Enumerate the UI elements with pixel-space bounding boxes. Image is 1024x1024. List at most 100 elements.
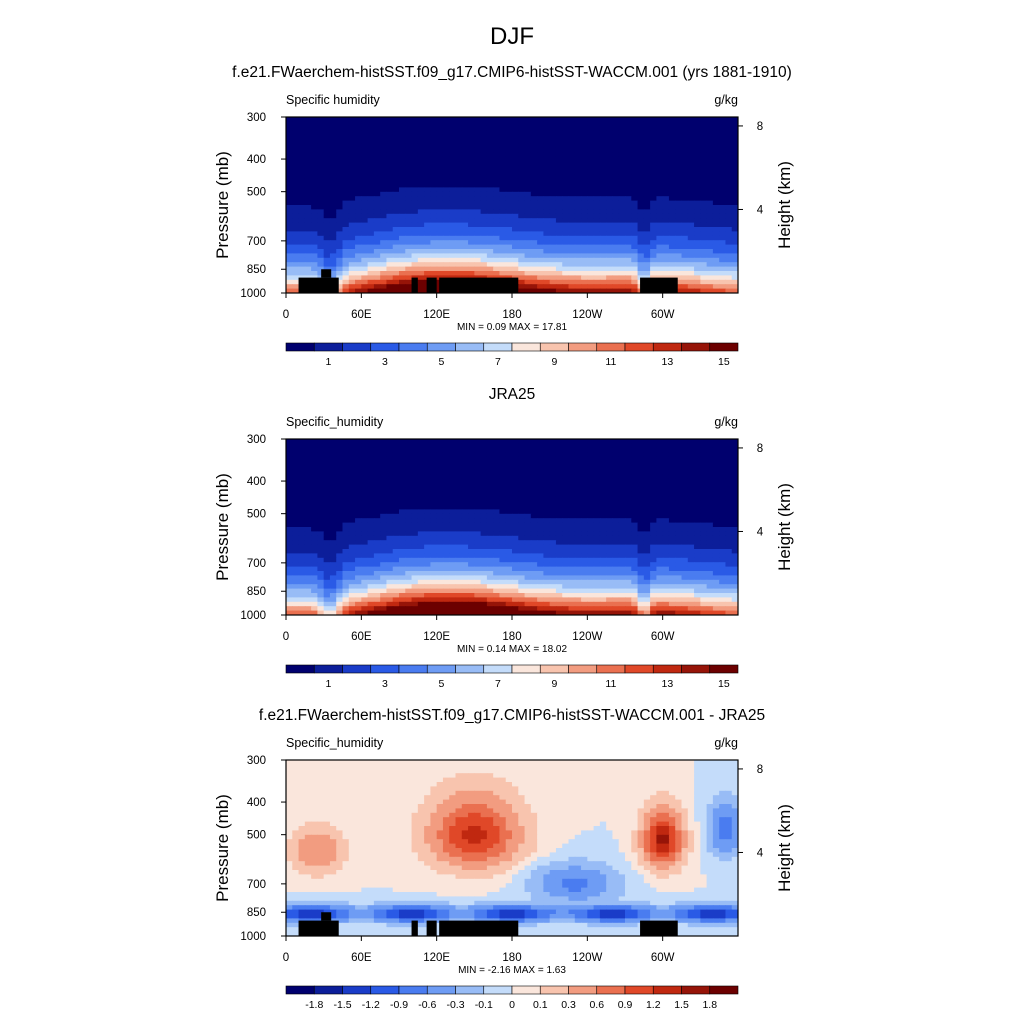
field-cell — [637, 531, 645, 537]
field-cell — [555, 205, 563, 210]
field-cell — [537, 487, 544, 493]
field-cell — [442, 518, 450, 524]
field-cell — [405, 266, 413, 272]
field-cell — [361, 139, 369, 144]
field-cell — [668, 461, 676, 466]
field-cell — [530, 505, 538, 510]
field-cell — [725, 125, 733, 131]
field-cell — [587, 491, 595, 497]
field-cell — [311, 483, 318, 488]
field-cell — [625, 231, 632, 237]
field-cell — [518, 522, 526, 528]
field-cell — [355, 117, 362, 122]
field-cell — [417, 487, 425, 493]
field-cell — [618, 134, 626, 140]
field-cell — [317, 535, 325, 541]
field-cell — [549, 191, 557, 197]
field-cell — [731, 496, 738, 502]
field-cell — [311, 231, 318, 237]
colorbar-swatch — [313, 342, 343, 352]
field-cell — [486, 143, 494, 149]
field-cell — [568, 152, 576, 158]
field-cell — [342, 474, 350, 480]
field-cell — [612, 213, 620, 219]
field-cell — [650, 218, 657, 224]
colorbar-label: 15 — [718, 356, 730, 368]
field-cell — [725, 139, 733, 144]
field-cell — [606, 553, 614, 559]
field-cell — [681, 439, 689, 444]
field-cell — [380, 240, 388, 246]
field-cell — [719, 183, 727, 188]
field-cell — [399, 147, 406, 153]
field-cell — [637, 231, 645, 237]
field-cell — [731, 183, 738, 188]
field-cell — [417, 205, 425, 210]
field-cell — [581, 456, 588, 462]
field-cell — [587, 288, 595, 293]
field-cell — [474, 231, 482, 237]
field-cell — [486, 139, 494, 144]
field-cell — [323, 443, 331, 449]
field-cell — [486, 271, 494, 276]
field-cell — [524, 244, 532, 250]
field-cell — [719, 125, 727, 131]
field-cell — [355, 288, 362, 293]
field-cell — [355, 474, 362, 480]
field-cell — [625, 522, 632, 528]
field-cell — [712, 500, 720, 506]
field-cell — [505, 461, 513, 466]
field-cell — [430, 452, 438, 458]
field-cell — [317, 465, 325, 471]
field-cell — [524, 191, 532, 197]
field-cell — [662, 527, 670, 532]
field-cell — [681, 235, 689, 241]
field-cell — [643, 487, 651, 493]
field-cell — [449, 474, 457, 480]
field-cell — [574, 169, 582, 175]
field-cell — [449, 452, 457, 458]
field-cell — [480, 213, 488, 219]
field-cell — [675, 478, 683, 484]
field-cell — [461, 505, 469, 510]
field-cell — [474, 465, 482, 471]
field-cell — [411, 557, 419, 563]
field-cell — [700, 213, 708, 219]
field-cell — [568, 478, 576, 484]
field-cell — [292, 518, 300, 524]
field-cell — [631, 284, 639, 290]
field-cell — [562, 249, 570, 254]
field-cell — [725, 244, 733, 250]
field-cell — [681, 271, 689, 276]
field-cell — [518, 527, 526, 532]
field-cell — [474, 262, 482, 268]
field-cell — [618, 452, 626, 458]
field-cell — [380, 557, 388, 563]
field-cell — [411, 478, 419, 484]
field-cell — [424, 527, 431, 532]
field-cell — [405, 513, 413, 519]
field-cell — [336, 205, 344, 210]
field-cell — [442, 465, 450, 471]
field-cell — [399, 496, 406, 502]
field-cell — [518, 125, 526, 131]
field-cell — [650, 439, 657, 444]
field-cell — [417, 183, 425, 188]
field-cell — [625, 253, 632, 259]
field-cell — [474, 249, 482, 254]
field-cell — [631, 130, 639, 136]
field-cell — [455, 139, 463, 144]
field-cell — [555, 509, 563, 515]
field-cell — [675, 535, 683, 541]
field-cell — [599, 205, 607, 210]
field-cell — [731, 527, 738, 532]
colorbar-swatch — [426, 342, 456, 352]
field-cell — [329, 557, 337, 563]
field-cell — [562, 509, 570, 515]
field-cell — [631, 178, 639, 184]
field-cell — [637, 205, 645, 210]
field-cell — [668, 456, 676, 462]
field-cell — [574, 549, 582, 554]
field-cell — [417, 500, 425, 506]
field-cell — [361, 439, 369, 444]
